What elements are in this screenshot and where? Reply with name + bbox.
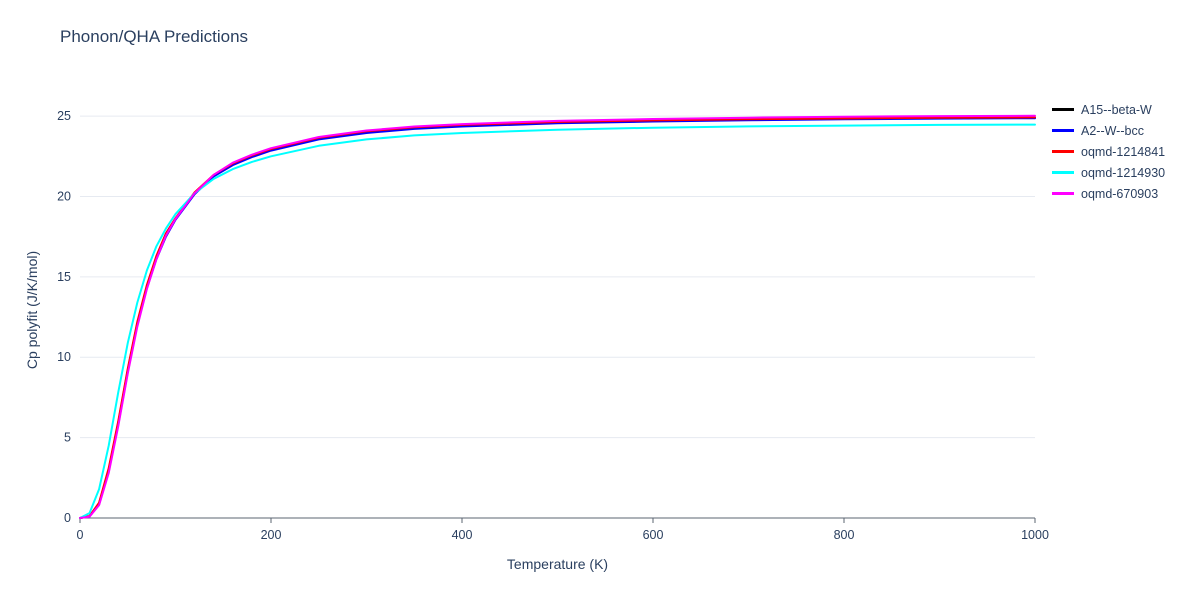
y-tick-label: 10: [57, 350, 71, 364]
x-tick-label: 200: [261, 528, 282, 542]
legend-swatch: [1052, 108, 1074, 111]
x-axis-title: Temperature (K): [506, 556, 609, 572]
series-line-A15--beta-W: [79, 116, 1036, 519]
legend-item[interactable]: oqmd-1214930: [1052, 162, 1165, 183]
series-line-oqmd-1214841: [79, 116, 1036, 519]
legend-item[interactable]: oqmd-670903: [1052, 183, 1165, 204]
legend-label: A2--W--bcc: [1081, 123, 1144, 138]
y-tick-label: 20: [57, 189, 71, 203]
x-tick-label: 0: [77, 528, 84, 542]
legend-label: oqmd-670903: [1081, 186, 1159, 201]
x-tick-label: 400: [452, 528, 473, 542]
legend-swatch: [1052, 129, 1074, 132]
legend-item[interactable]: A15--beta-W: [1052, 99, 1165, 120]
series-line-A2--W--bcc: [79, 117, 1036, 519]
y-tick-label: 25: [57, 109, 71, 123]
legend-item[interactable]: A2--W--bcc: [1052, 120, 1165, 141]
legend-item[interactable]: oqmd-1214841: [1052, 141, 1165, 162]
legend-label: oqmd-1214841: [1081, 144, 1166, 159]
y-tick-label: 0: [64, 511, 71, 525]
x-tick-label: 600: [643, 528, 664, 542]
legend-label: oqmd-1214930: [1081, 165, 1166, 180]
series-line-oqmd-1214930: [79, 123, 1036, 519]
y-tick-label: 15: [57, 270, 71, 284]
y-tick-label: 5: [64, 431, 71, 445]
legend: A15--beta-W A2--W--bcc oqmd-1214841 oqmd-12…: [1052, 99, 1165, 204]
legend-label: A15--beta-W: [1081, 102, 1152, 117]
legend-swatch: [1052, 192, 1074, 195]
x-tick-label: 800: [834, 528, 855, 542]
chart-title: Phonon/QHA Predictions: [60, 27, 249, 46]
x-tick-label: 1000: [1021, 528, 1049, 542]
legend-swatch: [1052, 171, 1074, 174]
series-line-oqmd-670903: [79, 114, 1036, 519]
legend-swatch: [1052, 150, 1074, 153]
